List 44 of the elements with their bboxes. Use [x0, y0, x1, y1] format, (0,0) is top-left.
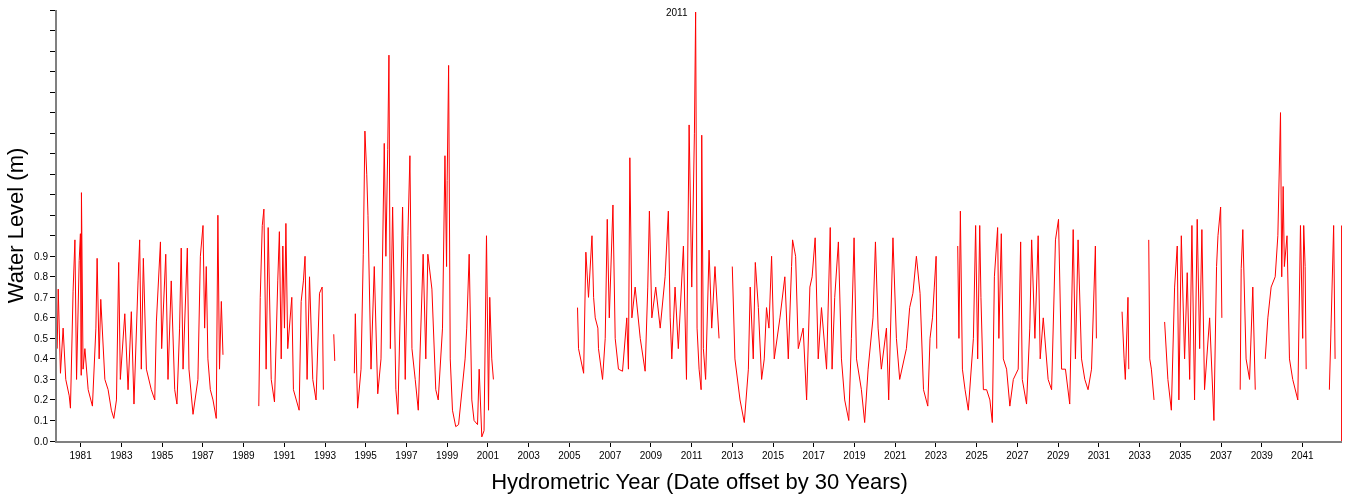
x-tick-label: 2041 [1291, 450, 1315, 461]
y-tick-label: 0.9 [34, 250, 49, 262]
annotation: 2011 [666, 7, 688, 18]
x-tick-label: 2013 [721, 450, 744, 461]
x-axis-title: Hydrometric Year (Date offset by 30 Years) [491, 469, 908, 495]
x-tick-label: 2025 [965, 450, 989, 461]
x-tick-label: 2035 [1169, 450, 1192, 461]
y-tick-label: 0.6 [34, 312, 49, 324]
x-tick-label: 2037 [1209, 450, 1233, 461]
x-tick-label: 2003 [517, 450, 541, 461]
y-tick-label: 0.2 [34, 394, 49, 406]
x-tick-label: 2019 [843, 450, 867, 461]
y-tick-label: 0.7 [34, 291, 49, 303]
x-tick-label: 1981 [69, 450, 93, 461]
x-tick-label: 2015 [761, 450, 785, 461]
x-tick-label: 2031 [1087, 450, 1111, 461]
y-tick-label: 0.3 [34, 373, 49, 385]
x-tick-label: 1983 [110, 450, 133, 461]
x-tick-label: 2017 [802, 450, 826, 461]
y-tick-label: 0.5 [34, 332, 49, 344]
y-tick-label: 0.4 [34, 353, 49, 365]
x-tick-label: 1989 [232, 450, 256, 461]
y-axis-title: Water Level (m) [3, 147, 29, 304]
x-tick-label: 2023 [924, 450, 948, 461]
y-tick-label: 0.8 [34, 271, 49, 283]
x-tick-label: 1987 [191, 450, 215, 461]
x-tick-label: 2007 [598, 450, 622, 461]
x-tick-label: 1999 [436, 450, 459, 461]
y-tick-label: 0.0 [34, 435, 49, 447]
x-tick-label: 2009 [639, 450, 663, 461]
x-tick-label: 1995 [354, 450, 378, 461]
x-tick-label: 2011 [680, 450, 703, 461]
x-tick-label: 1991 [273, 450, 296, 461]
x-tick-label: 2021 [884, 450, 907, 461]
y-tick-label: 0.1 [34, 414, 49, 426]
x-tick-label: 2033 [1128, 450, 1152, 461]
x-tick-label: 2027 [1006, 450, 1029, 461]
x-tick-label: 1993 [313, 450, 337, 461]
x-tick-label: 2005 [558, 450, 581, 461]
x-tick-label: 2039 [1250, 450, 1274, 461]
x-tick-label: 1997 [395, 450, 419, 461]
x-tick-label: 1985 [150, 450, 174, 461]
x-tick-label: 2029 [1046, 450, 1070, 461]
x-tick-label: 2001 [476, 450, 500, 461]
